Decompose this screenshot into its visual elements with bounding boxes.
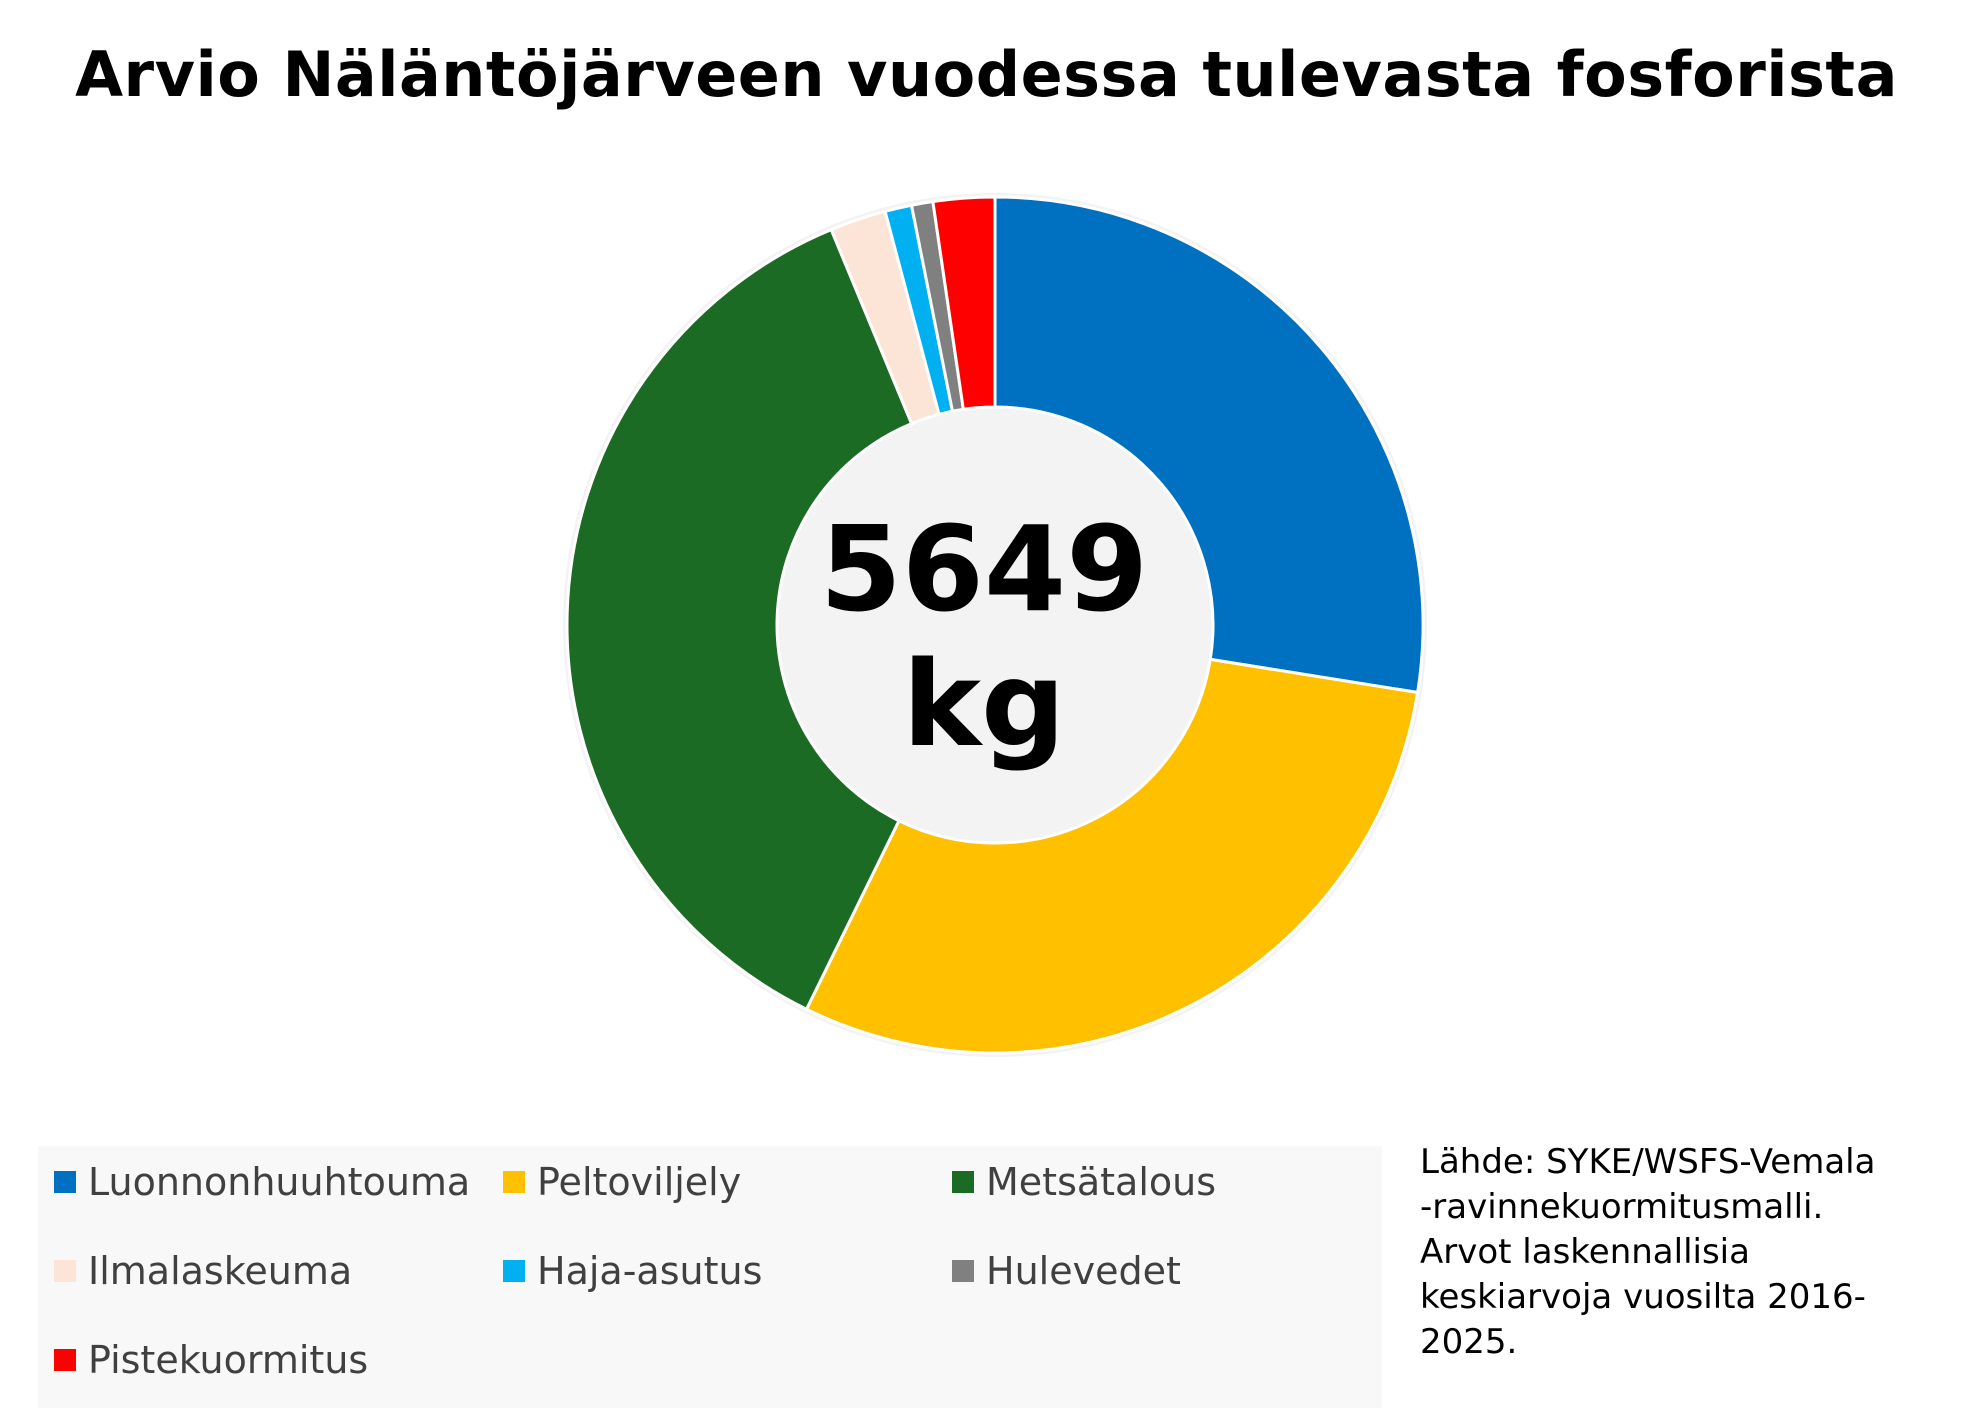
legend-label: Ilmalaskeuma [88, 1249, 353, 1293]
legend-item: Peltoviljely [503, 1152, 741, 1212]
source-line: Lähde: SYKE/WSFS-Vemala [1420, 1142, 1876, 1182]
legend-swatch [952, 1171, 974, 1193]
legend-item: Metsätalous [952, 1152, 1216, 1212]
legend-item: Haja-asutus [503, 1241, 762, 1301]
donut-slice-luonnonhuuhtouma [993, 195, 1425, 695]
legend-swatch [54, 1171, 76, 1193]
legend-swatch [54, 1260, 76, 1282]
donut-slice-peltoviljely [804, 657, 1420, 1055]
legend-swatch [952, 1260, 974, 1282]
legend-label: Haja-asutus [537, 1249, 763, 1293]
donut-slice-pistekuormitus [931, 195, 997, 412]
legend-item: Ilmalaskeuma [54, 1241, 352, 1301]
source-line: -ravinnekuormitusmalli. [1420, 1187, 1824, 1227]
source-note: Lähde: SYKE/WSFS-Vemala -ravinnekuormitu… [1420, 1140, 1960, 1365]
source-line: Arvot laskennallisia [1420, 1232, 1750, 1272]
legend-label: Pistekuormitus [88, 1338, 369, 1382]
center-total-value: 5649 [820, 500, 1148, 638]
legend-item: Hulevedet [952, 1241, 1181, 1301]
legend-swatch [503, 1260, 525, 1282]
chart-title: Arvio Näläntöjärveen vuodessa tulevasta … [75, 38, 1898, 111]
legend-label: Hulevedet [986, 1249, 1181, 1293]
legend-item: Pistekuormitus [54, 1330, 368, 1390]
legend-item: Luonnonhuuhtouma [54, 1152, 470, 1212]
source-line: keskiarvoja vuosilta 2016- [1420, 1277, 1866, 1317]
legend-label: Peltoviljely [537, 1160, 742, 1204]
legend-swatch [503, 1171, 525, 1193]
legend-label: Metsätalous [986, 1160, 1217, 1204]
center-total-unit: kg [903, 635, 1066, 773]
chart-legend: Luonnonhuuhtouma Peltoviljely Metsätalous I… [38, 1146, 1382, 1408]
source-line: 2025. [1420, 1322, 1518, 1362]
donut-slice-metsätalous [565, 227, 914, 1012]
legend-label: Luonnonhuuhtouma [88, 1160, 471, 1204]
legend-swatch [54, 1349, 76, 1371]
